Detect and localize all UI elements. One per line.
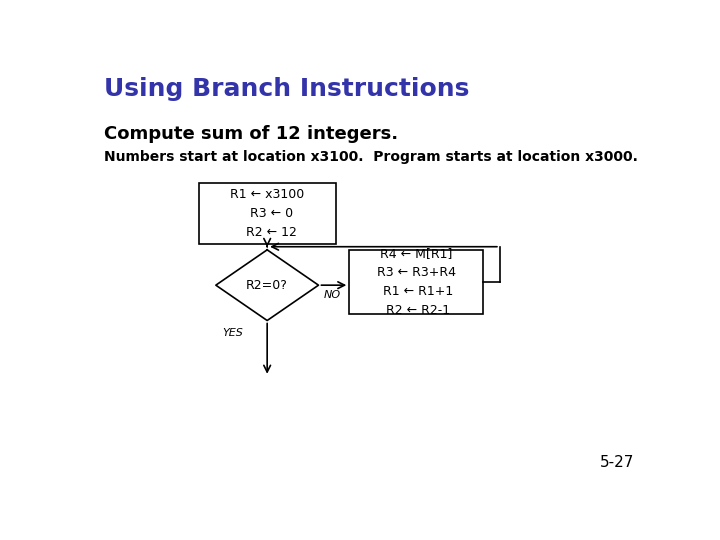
Text: YES: YES xyxy=(222,328,243,338)
Text: 5-27: 5-27 xyxy=(600,455,634,470)
Text: Using Branch Instructions: Using Branch Instructions xyxy=(104,77,469,102)
Bar xyxy=(199,183,336,244)
Bar xyxy=(349,250,483,314)
Text: R4 ← M[R1]
R3 ← R3+R4
 R1 ← R1+1
 R2 ← R2-1: R4 ← M[R1] R3 ← R3+R4 R1 ← R1+1 R2 ← R2-… xyxy=(377,247,456,317)
Text: Numbers start at location x3100.  Program starts at location x3000.: Numbers start at location x3100. Program… xyxy=(104,150,638,164)
Text: NO: NO xyxy=(324,290,341,300)
Text: R1 ← x3100
  R3 ← 0
  R2 ← 12: R1 ← x3100 R3 ← 0 R2 ← 12 xyxy=(230,188,305,239)
Text: Compute sum of 12 integers.: Compute sum of 12 integers. xyxy=(104,125,398,143)
Text: R2=0?: R2=0? xyxy=(246,279,288,292)
